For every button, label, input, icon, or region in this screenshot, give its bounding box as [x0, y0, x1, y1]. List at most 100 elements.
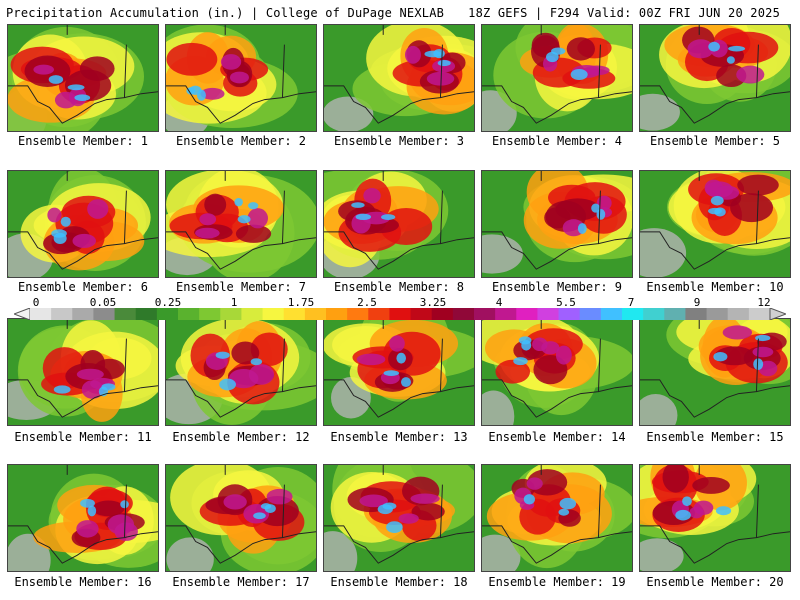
colorbar-max-arrow: [769, 308, 786, 320]
precipitation-field: [166, 465, 316, 571]
colorbar-segment: [199, 308, 221, 320]
ensemble-map-panel: [165, 170, 317, 278]
colorbar-tick-label: 12: [757, 296, 771, 309]
state-boundary-lines: [166, 319, 316, 418]
precipitation-field: [8, 25, 158, 131]
colorbar-segment: [579, 308, 602, 320]
colorbar-segment: [220, 308, 242, 320]
precipitation-field: [482, 25, 632, 131]
ensemble-map-panel: [323, 318, 475, 426]
colorbar-segment: [178, 308, 200, 320]
colorbar-segment: [643, 308, 665, 320]
ensemble-member-caption: Ensemble Member: 20: [646, 575, 784, 589]
colorbar-segment: [389, 308, 412, 320]
ensemble-map-panel: [639, 24, 791, 132]
colorbar-segment: [664, 308, 686, 320]
ensemble-member-caption: Ensemble Member: 8: [333, 280, 465, 294]
precipitation-field: [8, 465, 158, 571]
colorbar-tick-label: 0.25: [154, 296, 182, 309]
state-boundary-lines: [640, 319, 790, 418]
ensemble-map-panel: [165, 318, 317, 426]
ensemble-member-caption: Ensemble Member: 5: [649, 134, 781, 148]
ensemble-map-panel: [639, 318, 791, 426]
state-boundary-lines: [324, 25, 474, 124]
precipitation-field: [324, 465, 474, 571]
precipitation-field: [482, 319, 632, 425]
precipitation-field: [482, 171, 632, 277]
model-run-info: 18Z GEFS | F294 Valid: 00Z FRI JUN 20 20…: [468, 6, 780, 20]
colorbar-tick-label: 2.5: [357, 296, 377, 309]
colorbar-tick-labels: 0 0.05 0.25 1 1.75 2.5 3.25 4 5.5 7 9 12: [0, 296, 800, 309]
ensemble-member-caption: Ensemble Member: 2: [175, 134, 307, 148]
precipitation-field: [640, 319, 790, 425]
state-boundary-lines: [640, 465, 790, 564]
colorbar-segment: [474, 308, 496, 320]
colorbar-min-arrow: [14, 308, 31, 320]
precipitation-field: [8, 319, 158, 425]
colorbar-segment: [262, 308, 285, 320]
ensemble-member-caption: Ensemble Member: 7: [175, 280, 307, 294]
precipitation-field: [8, 171, 158, 277]
colorbar-segment: [410, 308, 433, 320]
colorbar-tick-label: 0.05: [89, 296, 117, 309]
colorbar-segment: [452, 308, 475, 320]
colorbar-segment: [495, 308, 517, 320]
colorbar-segment: [114, 308, 137, 320]
colorbar-segment: [241, 308, 264, 320]
state-boundary-lines: [482, 465, 632, 564]
precipitation-field: [640, 25, 790, 131]
state-boundary-lines: [482, 319, 632, 418]
colorbar-tick-label: 7: [627, 296, 635, 309]
precipitation-field: [640, 465, 790, 571]
colorbar-segment: [326, 308, 348, 320]
ensemble-member-caption: Ensemble Member: 10: [646, 280, 784, 294]
ensemble-map-panel: [481, 318, 633, 426]
ensemble-member-caption: Ensemble Member: 12: [172, 430, 310, 444]
ensemble-member-caption: Ensemble Member: 6: [17, 280, 149, 294]
colorbar-segment: [727, 308, 750, 320]
colorbar-segment: [283, 308, 306, 320]
colorbar-segment: [93, 308, 116, 320]
state-boundary-lines: [8, 465, 158, 564]
precipitation-field: [640, 171, 790, 277]
colorbar-segment: [347, 308, 369, 320]
colorbar-tick-label: 5.5: [556, 296, 576, 309]
state-boundary-lines: [482, 171, 632, 270]
colorbar-segment: [537, 308, 560, 320]
ensemble-member-caption: Ensemble Member: 15: [646, 430, 784, 444]
colorbar-segment: [30, 308, 52, 320]
ensemble-member-caption: Ensemble Member: 19: [488, 575, 626, 589]
precipitation-field: [324, 171, 474, 277]
colorbar-segment: [748, 308, 771, 320]
ensemble-member-caption: Ensemble Member: 9: [491, 280, 623, 294]
precipitation-field: [166, 171, 316, 277]
colorbar-segment: [135, 308, 158, 320]
ensemble-map-panel: [639, 464, 791, 572]
ensemble-map-panel: [323, 24, 475, 132]
ensemble-map-panel: [165, 464, 317, 572]
map-title: Precipitation Accumulation (in.) | Colle…: [6, 6, 445, 20]
colorbar-tick-label: 0: [32, 296, 40, 309]
colorbar-segment: [622, 308, 644, 320]
ensemble-member-caption: Ensemble Member: 14: [488, 430, 626, 444]
ensemble-map-panel: [639, 170, 791, 278]
state-boundary-lines: [166, 171, 316, 270]
state-boundary-lines: [482, 25, 632, 124]
state-boundary-lines: [324, 171, 474, 270]
ensemble-member-caption: Ensemble Member: 18: [330, 575, 468, 589]
colorbar-segment: [516, 308, 538, 320]
colorbar-segment: [51, 308, 73, 320]
ensemble-member-caption: Ensemble Member: 11: [14, 430, 152, 444]
precipitation-field: [324, 319, 474, 425]
state-boundary-lines: [640, 171, 790, 270]
ensemble-member-caption: Ensemble Member: 17: [172, 575, 310, 589]
colorbar-segment: [706, 308, 729, 320]
colorbar-segment: [558, 308, 581, 320]
state-boundary-lines: [640, 25, 790, 124]
precipitation-field: [324, 25, 474, 131]
colorbar-segment: [156, 308, 179, 320]
colorbar-tick-label: 1: [230, 296, 238, 309]
ensemble-map-panel: [481, 464, 633, 572]
ensemble-member-caption: Ensemble Member: 3: [333, 134, 465, 148]
ensemble-member-caption: Ensemble Member: 13: [330, 430, 468, 444]
